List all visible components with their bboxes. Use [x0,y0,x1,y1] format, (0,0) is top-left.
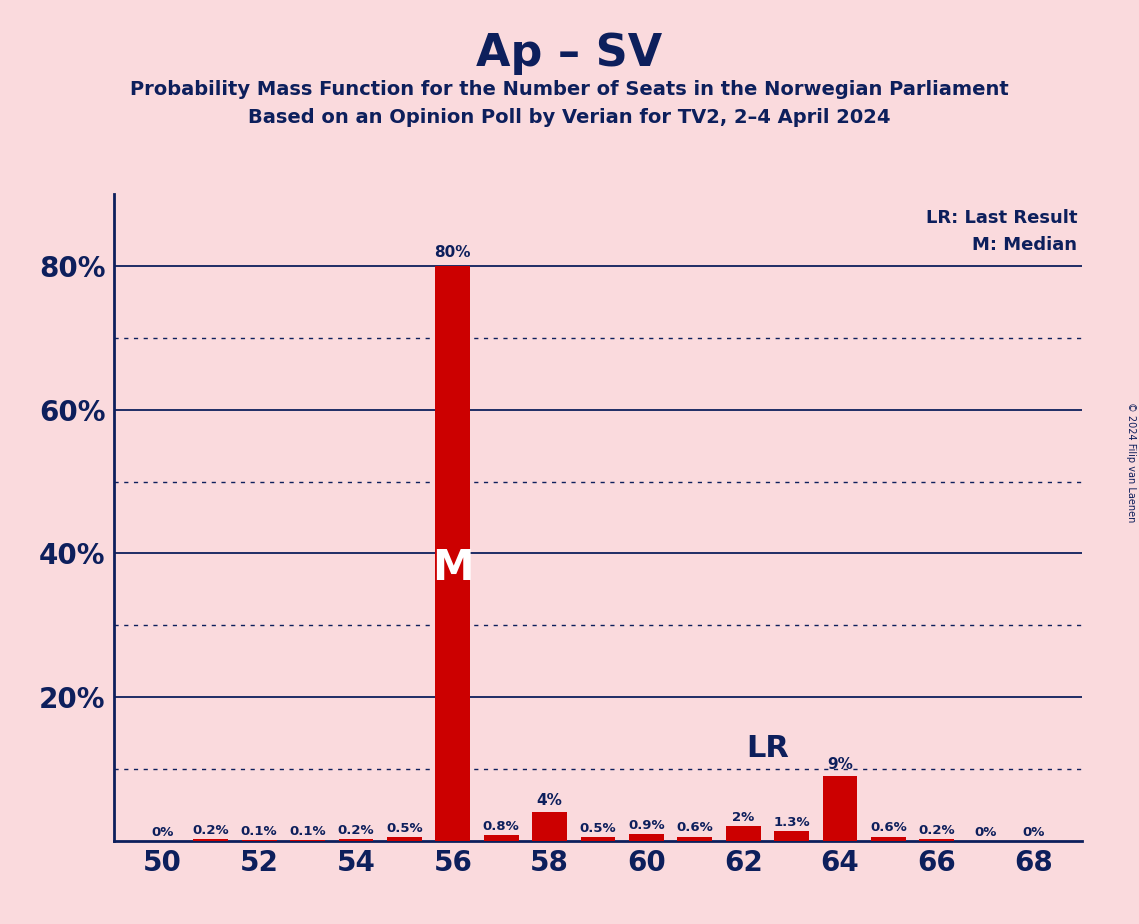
Text: 0.2%: 0.2% [918,824,956,837]
Text: 0%: 0% [974,826,997,839]
Text: Based on an Opinion Poll by Verian for TV2, 2–4 April 2024: Based on an Opinion Poll by Verian for T… [248,108,891,128]
Bar [532,812,567,841]
Bar [435,266,470,841]
Text: M: M [432,547,474,589]
Text: 0.6%: 0.6% [870,821,907,834]
Text: 0.2%: 0.2% [192,824,229,837]
Text: 0.2%: 0.2% [337,824,375,837]
Text: 4%: 4% [536,793,563,808]
Text: 0%: 0% [151,826,173,839]
Bar [726,826,761,841]
Bar [871,836,906,841]
Text: LR: Last Result: LR: Last Result [926,209,1077,227]
Text: Probability Mass Function for the Number of Seats in the Norwegian Parliament: Probability Mass Function for the Number… [130,80,1009,100]
Bar [822,776,858,841]
Text: 9%: 9% [827,757,853,772]
Bar [484,835,518,841]
Bar [629,834,664,841]
Text: 0.9%: 0.9% [628,820,665,833]
Text: 0.1%: 0.1% [240,825,278,838]
Bar [194,839,228,841]
Text: 0.1%: 0.1% [289,825,326,838]
Text: 0.5%: 0.5% [386,822,423,835]
Text: Ap – SV: Ap – SV [476,32,663,76]
Bar [775,832,809,841]
Bar [338,839,374,841]
Bar [919,839,954,841]
Bar [678,836,712,841]
Text: 1.3%: 1.3% [773,816,810,830]
Text: 80%: 80% [434,245,472,261]
Bar [581,837,615,841]
Text: LR: LR [746,735,789,763]
Text: 0%: 0% [1023,826,1044,839]
Bar [387,837,421,841]
Text: M: Median: M: Median [973,236,1077,254]
Text: 2%: 2% [732,811,754,824]
Text: 0.5%: 0.5% [580,822,616,835]
Text: © 2024 Filip van Laenen: © 2024 Filip van Laenen [1126,402,1136,522]
Text: 0.8%: 0.8% [483,820,519,833]
Text: 0.6%: 0.6% [677,821,713,834]
